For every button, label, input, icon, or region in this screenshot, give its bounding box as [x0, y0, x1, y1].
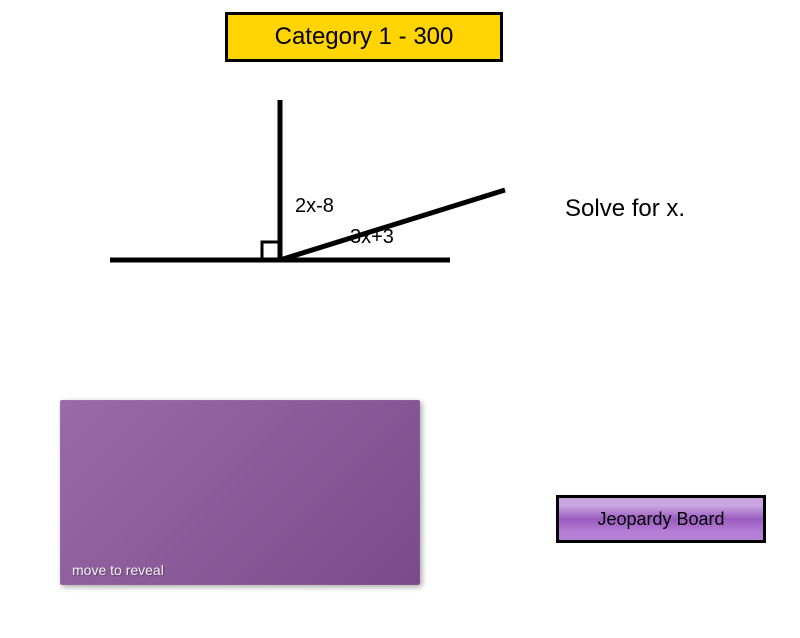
angle-label-upper: 2x-8: [295, 195, 334, 218]
reveal-hint: move to reveal: [72, 562, 164, 578]
category-title: Category 1 - 300: [225, 12, 503, 62]
jeopardy-board-button[interactable]: Jeopardy Board: [556, 495, 766, 543]
angle-diagram: [110, 100, 510, 280]
solve-prompt: Solve for x.: [565, 195, 685, 223]
angle-label-lower: 3x+3: [350, 226, 394, 249]
reveal-panel[interactable]: [60, 400, 420, 585]
